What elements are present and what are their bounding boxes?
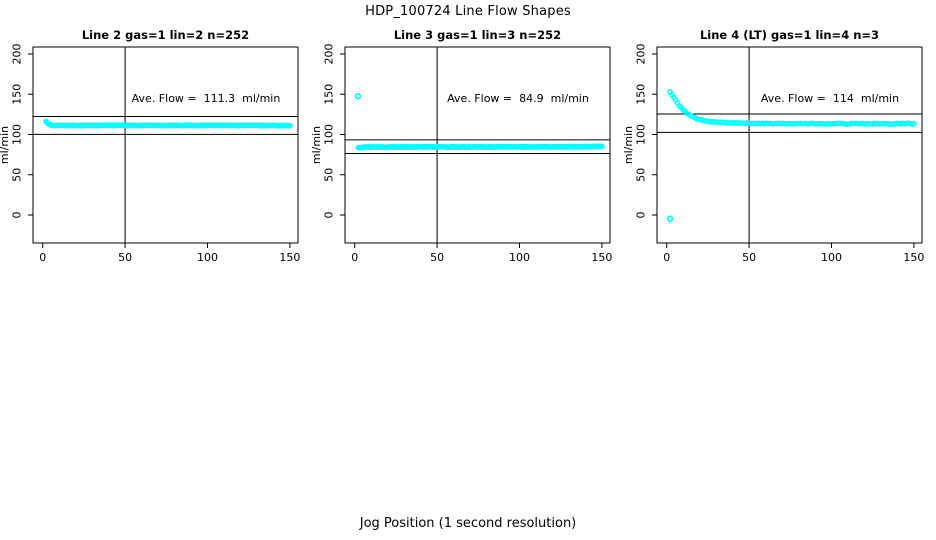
plot-area: 0 50 100 150 0 50 100 150 200: [635, 44, 925, 265]
y-tick-label: 0: [11, 212, 24, 219]
y-tick-label: 100: [11, 124, 24, 145]
y-tick-label: 150: [635, 84, 648, 105]
x-tick-label: 100: [197, 251, 218, 264]
x-axis-label: Jog Position (1 second resolution): [359, 516, 577, 531]
plot-frame: [656, 46, 923, 244]
y-tick-label: 50: [635, 168, 648, 182]
y-tick-label: 50: [11, 168, 24, 182]
y-tick-label: 150: [323, 84, 336, 105]
ave-flow-annotation: Ave. Flow = 84.9 ml/min: [447, 92, 589, 105]
panel-title: Line 4 (LT) gas=1 lin=4 n=3: [700, 28, 879, 42]
x-tick-label: 150: [279, 251, 300, 264]
panels-row: Line 2 gas=1 lin=2 n=252 ml/min Ave. Flo…: [0, 25, 936, 277]
plot-line-2: Line 2 gas=1 lin=2 n=252 ml/min Ave. Flo…: [0, 28, 301, 265]
ave-flow-annotation: Ave. Flow = 111.3 ml/min: [132, 92, 281, 105]
y-axis-label: ml/min: [624, 126, 635, 164]
figure-title: HDP_100724 Line Flow Shapes: [365, 4, 571, 19]
panel-line-4: Line 4 (LT) gas=1 lin=4 n=3 ml/min Ave. …: [624, 25, 936, 277]
y-axis-label: ml/min: [312, 126, 323, 164]
y-tick-label: 200: [11, 44, 24, 65]
x-tick-label: 0: [351, 251, 358, 264]
data-point: [911, 120, 917, 127]
y-tick-label: 100: [635, 124, 648, 145]
x-tick-label: 50: [742, 251, 756, 264]
panel-line-2: Line 2 gas=1 lin=2 n=252 ml/min Ave. Flo…: [0, 25, 312, 277]
x-tick-label: 0: [663, 251, 670, 264]
y-tick-label: 150: [11, 84, 24, 105]
y-tick-label: 0: [323, 212, 336, 219]
x-tick-label: 100: [821, 251, 842, 264]
x-tick-label: 150: [903, 251, 924, 264]
ave-flow-annotation: Ave. Flow = 114 ml/min: [761, 92, 899, 105]
x-tick-label: 100: [509, 251, 530, 264]
panel-line-3: Line 3 gas=1 lin=3 n=252 ml/min Ave. Flo…: [312, 25, 624, 277]
outlier-point: [666, 215, 674, 222]
x-tick-label: 150: [591, 251, 612, 264]
plot-line-3: Line 3 gas=1 lin=3 n=252 ml/min Ave. Flo…: [312, 28, 613, 265]
x-tick-label: 50: [118, 251, 132, 264]
y-tick-label: 0: [635, 212, 648, 219]
panel-title: Line 2 gas=1 lin=2 n=252: [82, 28, 249, 42]
plot-area: 0 50 100 150 0 50 100 150 200: [323, 44, 613, 265]
y-axis-label: ml/min: [0, 126, 11, 164]
y-tick-label: 200: [635, 44, 648, 65]
x-tick-label: 0: [39, 251, 46, 264]
plot-frame: [32, 46, 299, 244]
y-tick-label: 200: [323, 44, 336, 65]
outlier-point: [354, 93, 362, 100]
plot-line-4: Line 4 (LT) gas=1 lin=4 n=3 ml/min Ave. …: [624, 28, 925, 265]
x-tick-label: 50: [430, 251, 444, 264]
plot-frame: [344, 46, 611, 244]
data-point: [287, 122, 293, 129]
data-point: [599, 143, 605, 150]
plot-area: 0 50 100 150 0 50 100 150 200: [11, 44, 301, 265]
y-tick-label: 50: [323, 168, 336, 182]
panel-title: Line 3 gas=1 lin=3 n=252: [394, 28, 561, 42]
y-tick-label: 100: [323, 124, 336, 145]
